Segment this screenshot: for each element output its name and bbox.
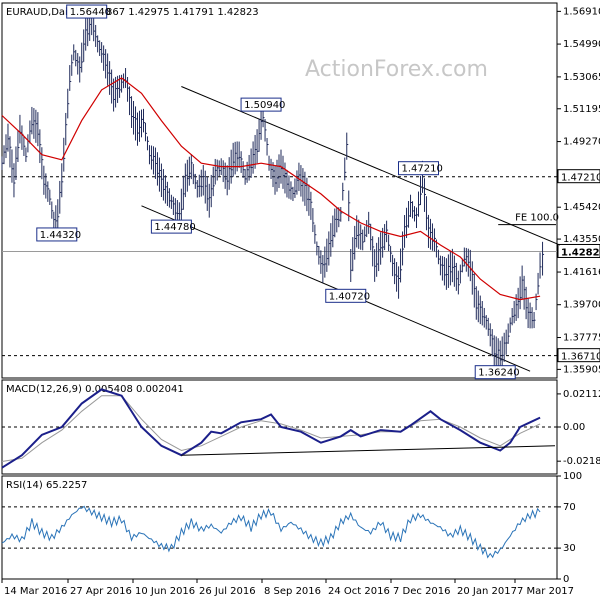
macd-y-ticks: 0.021124 0.00 -0.021818 [557,389,600,467]
price-annotation-box [397,161,439,176]
x-tick-label: 26 Jul 2016 [199,586,256,597]
x-tick-label: 10 Jun 2016 [135,586,195,597]
current-price-label: 1.42823 [561,247,600,258]
rsi-tick-label: 30 [563,543,576,554]
macd-tick-label: -0.021818 [563,456,600,467]
x-tick-label: 27 Apr 2016 [70,586,132,597]
fe-label: FE 100.0 [515,213,559,224]
price-gridlines [2,176,557,357]
price-annotation-box [66,4,108,19]
macd-signal-line [1,395,541,462]
price-tick-label: 1.51195 [563,104,600,115]
rsi-tick-label: 70 [563,502,576,513]
price-tick-label: 1.56910 [563,6,600,17]
price-tick-label: 1.53065 [563,72,600,83]
macd-series [1,388,557,469]
macd-tick-label: 0.00 [563,422,585,433]
price-panel-frame [1,2,558,379]
price-annotations: FE 100.0 1.56440 1.50940 1.47210 1.44320 1.44… [36,4,559,380]
price-tick-label: 1.49270 [563,137,600,148]
price-tick-label: 1.43550 [563,234,600,245]
price-tick-label: 1.39700 [563,300,600,311]
price-annotation-box [474,365,516,380]
price-annotation-label: 1.44780 [154,222,195,233]
price-y-ticks: 1.56910 1.54990 1.53065 1.51195 1.49270 1.472… [557,6,600,375]
x-tick-label: 8 Sep 2016 [264,586,321,597]
rsi-tick-label: 0 [563,574,569,585]
rsi-y-ticks: 100 70 30 0 [557,471,582,585]
moving-average-line [1,77,541,301]
x-tick-label: 20 Jan 2017 [457,586,517,597]
price-title: EURAUD,Daily 1.41867 1.42975 1.41791 1.4… [6,7,259,18]
x-tick-label: 7 Mar 2017 [517,586,574,597]
price-tick-label: 1.37775 [563,333,600,344]
price-annotation-label: 1.56440 [70,7,111,18]
macd-title: MACD(12,26,9) 0.005408 0.002041 [6,384,184,395]
dashed-level-box [557,348,600,363]
rsi-series [1,505,557,559]
price-annotation-label: 1.36240 [478,368,519,379]
macd-line [1,388,541,469]
rsi-tick-label: 100 [563,471,582,482]
price-annotation-label: 1.40720 [329,291,370,302]
dashed-level-label: 1.47210 [561,173,600,184]
price-annotation-label: 1.50940 [244,100,285,111]
watermark: ActionForex.com [305,57,488,82]
x-tick-label: 7 Dec 2016 [393,586,451,597]
price-annotation-label: 1.47210 [401,164,442,175]
symbol-title: EURAUD,Daily [6,7,77,18]
channel-lower-line [141,205,531,372]
price-tick-label: 1.35905 [563,364,600,375]
x-tick-label: 14 Mar 2016 [4,586,67,597]
price-tick-label: 1.54990 [563,39,600,50]
price-annotation-box [325,288,367,303]
price-annotation-box [150,219,192,234]
price-annotation-box [36,227,78,242]
channel-upper-line [181,86,561,246]
price-annotation-box [240,97,282,112]
dashed-level-label: 1.36710 [561,352,600,363]
macd-support-line [181,445,556,456]
macd-tick-label: 0.021124 [563,389,600,400]
price-tick-label: 1.45420 [563,202,600,213]
price-annotation-label: 1.44320 [40,230,81,241]
rsi-panel-frame [1,475,558,580]
ohlc-values: 1.41867 1.42975 1.41791 1.42823 [84,7,259,18]
price-tick-label: 1.41616 [563,267,600,278]
rsi-line [1,505,541,559]
current-price-box [557,243,600,258]
x-tick-label: 24 Oct 2016 [328,586,390,597]
rsi-title: RSI(14) 65.2257 [6,480,87,491]
dashed-level-box [557,169,600,184]
x-axis-ticks: 14 Mar 2016 27 Apr 2016 10 Jun 2016 26 Jul … [1,579,574,597]
